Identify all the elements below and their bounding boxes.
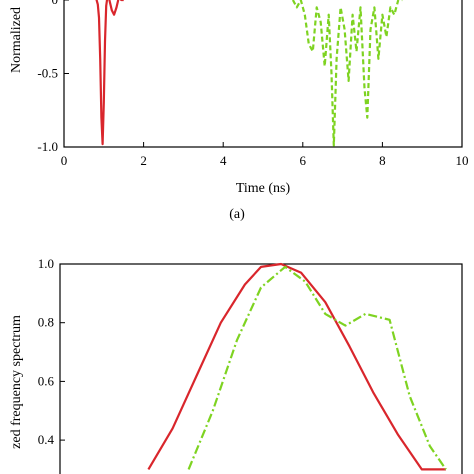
panel-a-x-tick-label: 6 — [300, 153, 307, 168]
panel-b-y-tick-label: 1.0 — [38, 256, 54, 271]
panel-b: 1.0 0.8 0.6 0.4 zed frequency spectrum — [9, 256, 463, 474]
panel-a-x-tick-label: 8 — [379, 153, 386, 168]
panel-a-y-tick-label: -1.0 — [37, 139, 58, 154]
panel-b-y-axis-label: zed frequency spectrum — [9, 315, 24, 449]
panel-a-x-axis-label: Time (ns) — [236, 181, 291, 196]
panel-b-y-tick-label: 0.6 — [38, 373, 55, 388]
panel-a-x-tick-label: 0 — [61, 153, 68, 168]
panel-b-y-ticks: 1.0 0.8 0.6 0.4 — [38, 256, 65, 447]
panel-a-y-tick-label: -0.5 — [37, 66, 58, 81]
panel-a-x-tick-label: 2 — [140, 153, 147, 168]
panel-a-y-ticks: 0 -0.5 -1.0 — [37, 0, 69, 154]
panel-b-series-line-1 — [147, 262, 446, 471]
panel-a: 0 -0.5 -1.0 0 2 4 6 8 10 Time (ns) Normalized (… — [9, 0, 469, 222]
panel-a-series-line-1 — [95, 0, 124, 146]
panel-a-frame — [63, 0, 463, 148]
panel-a-series-line-2 — [291, 0, 403, 147]
panel-a-x-tick-label: 4 — [220, 153, 227, 168]
panel-b-y-tick-label: 0.4 — [38, 432, 55, 447]
panel-b-y-tick-label: 0.8 — [38, 315, 54, 330]
panel-a-x-tick-label: 10 — [456, 153, 469, 168]
panel-a-caption: (a) — [229, 207, 245, 222]
panel-b-series — [147, 262, 447, 471]
panel-b-series-line-2 — [187, 265, 447, 471]
panel-a-series — [95, 0, 403, 147]
panel-a-x-ticks: 0 2 4 6 8 10 — [61, 142, 469, 168]
panel-b-frame — [59, 263, 463, 474]
panel-a-y-tick-label: 0 — [52, 0, 59, 7]
panel-a-y-axis-label: Normalized — [9, 7, 24, 73]
